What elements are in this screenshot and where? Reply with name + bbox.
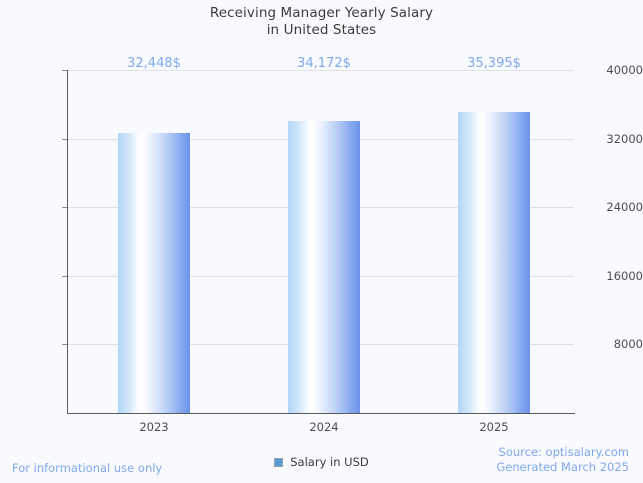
ytick-label-32000: 32000 (606, 132, 643, 146)
plot-area (67, 70, 574, 413)
chart-title-line2: in United States (266, 22, 377, 38)
disclaimer-text: For informational use only (12, 461, 163, 475)
source-block: Source: optisalary.com Generated March 2… (496, 445, 629, 475)
ytick-mark-40000 (62, 70, 67, 71)
bar-2023[interactable] (118, 133, 190, 413)
source-text: Source: optisalary.com (498, 445, 629, 459)
ytick-label-8000: 8000 (613, 337, 643, 351)
chart-title-line1: Receiving Manager Yearly Salary (209, 5, 434, 21)
x-axis-line (67, 413, 575, 414)
legend-label-salary-in-usd: Salary in USD (290, 455, 369, 469)
bar-label-2024: 34,172$ (297, 56, 351, 71)
bar-2024[interactable] (288, 121, 360, 413)
ytick-mark-32000 (62, 139, 67, 140)
generated-text: Generated March 2025 (496, 460, 629, 474)
chart-legend: Salary in USD (0, 455, 643, 469)
ytick-mark-8000 (62, 344, 67, 345)
chart-title: Receiving Manager Yearly Salary in Unite… (0, 5, 643, 39)
ytick-mark-24000 (62, 207, 67, 208)
legend-swatch-icon (274, 457, 284, 467)
ytick-label-40000: 40000 (606, 63, 643, 77)
ytick-label-24000: 24000 (606, 200, 643, 214)
bar-2025[interactable] (458, 112, 530, 413)
gridline-40000 (67, 70, 574, 71)
ytick-mark-16000 (62, 276, 67, 277)
y-axis-line (67, 70, 68, 414)
xtick-label-2025: 2025 (479, 420, 509, 434)
ytick-label-16000: 16000 (606, 269, 643, 283)
xtick-label-2023: 2023 (139, 420, 169, 434)
bar-label-2023: 32,448$ (127, 56, 181, 71)
bar-label-2025: 35,395$ (467, 56, 521, 71)
xtick-label-2024: 2024 (309, 420, 339, 434)
